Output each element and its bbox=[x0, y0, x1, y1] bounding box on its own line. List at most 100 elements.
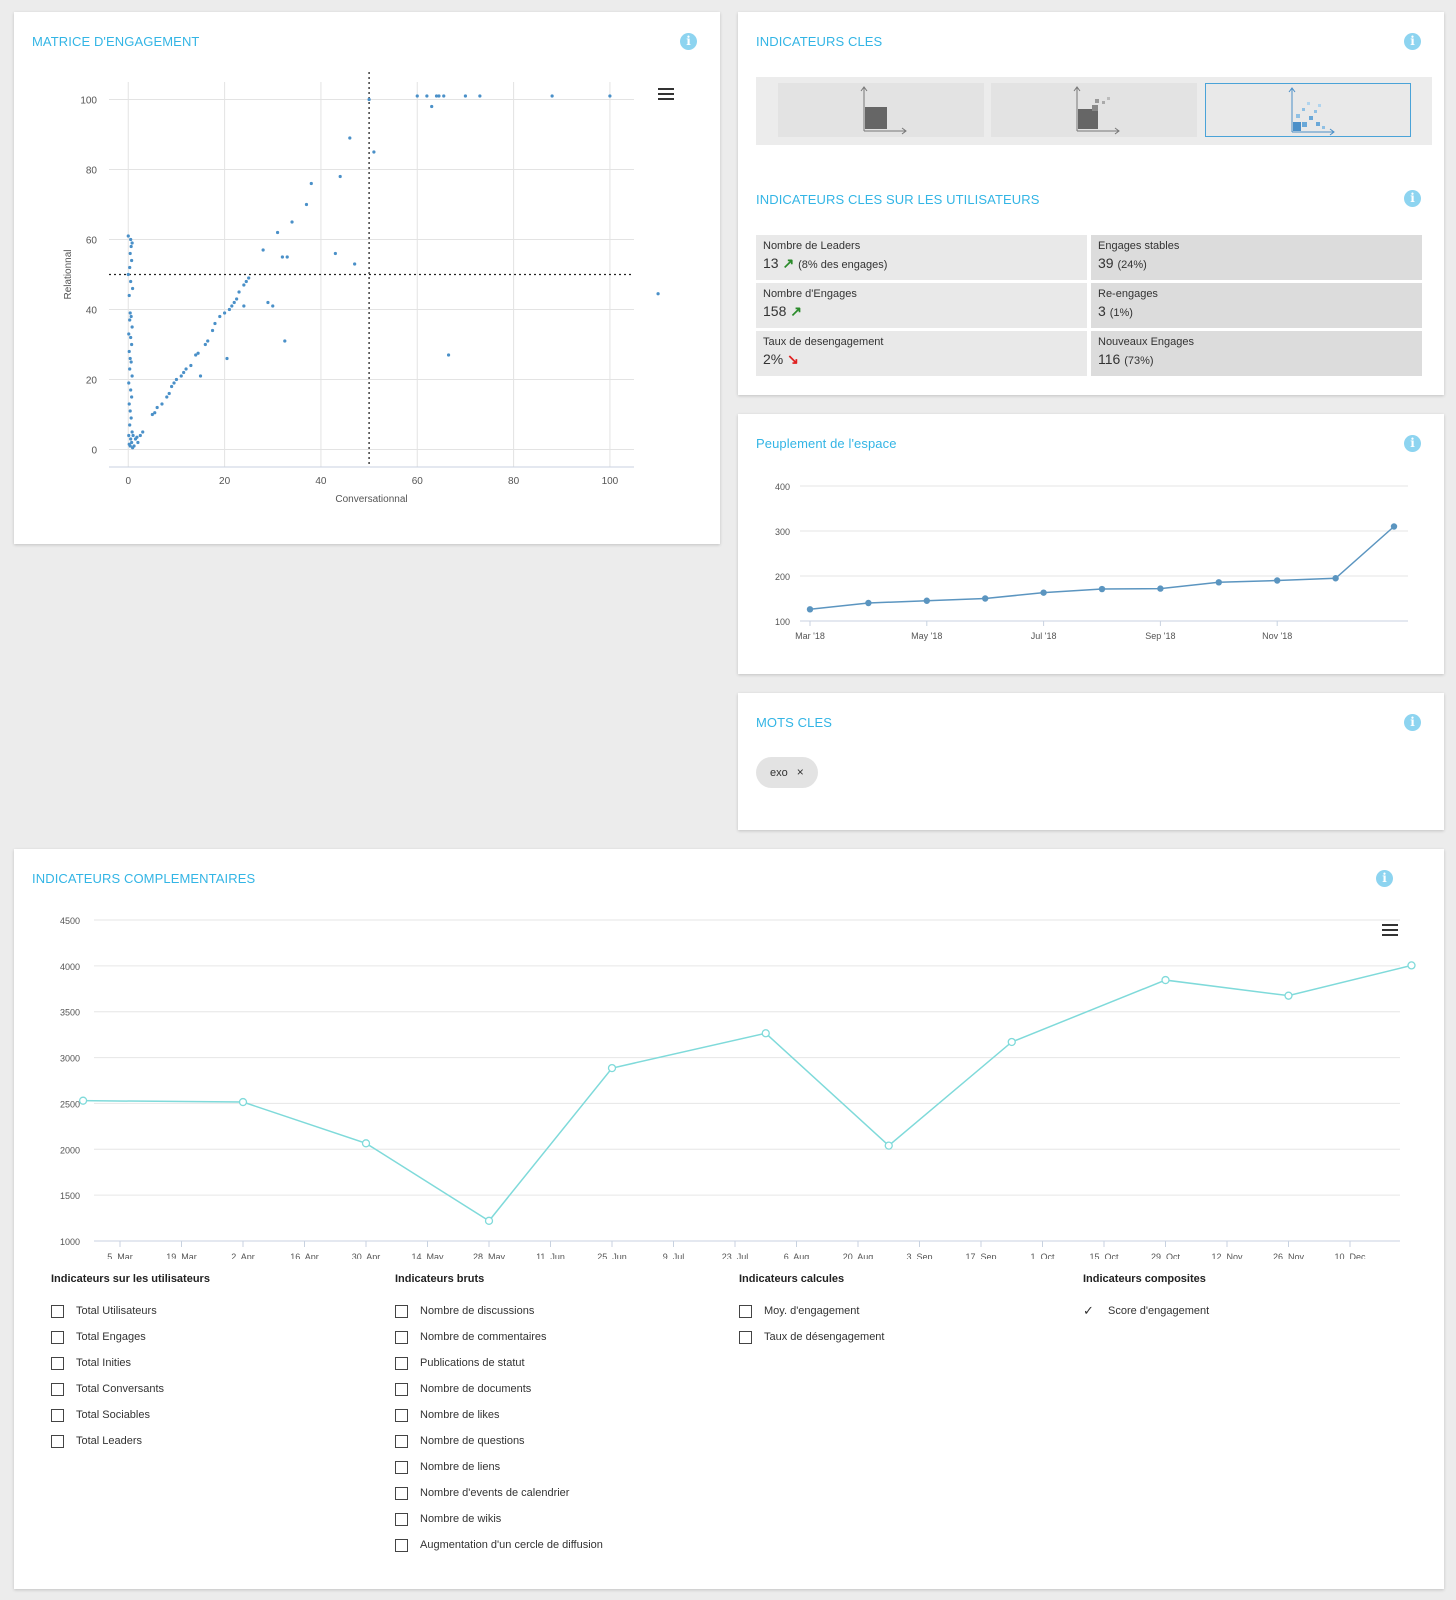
scatter-point bbox=[126, 234, 130, 238]
scatter-point bbox=[242, 283, 246, 287]
info-icon[interactable]: i bbox=[1404, 435, 1421, 452]
keyword-chip[interactable]: exo × bbox=[756, 757, 818, 788]
legend-item[interactable]: Total Conversants bbox=[51, 1376, 210, 1402]
scatter-point bbox=[153, 411, 157, 415]
scatter-point bbox=[206, 339, 210, 343]
scatter-point bbox=[129, 237, 133, 242]
kpi-label: Nombre de Leaders bbox=[763, 240, 861, 252]
info-icon[interactable]: i bbox=[1404, 33, 1421, 50]
legend-item[interactable]: Nombre de discussions bbox=[395, 1298, 603, 1324]
scatter-point bbox=[174, 377, 179, 382]
legend-item[interactable]: Publications de statut bbox=[395, 1350, 603, 1376]
chart-type-bar-button[interactable] bbox=[778, 83, 984, 137]
info-icon[interactable]: i bbox=[1404, 714, 1421, 731]
scatter-point bbox=[198, 374, 203, 378]
checkbox[interactable] bbox=[395, 1382, 408, 1396]
scatter-point bbox=[127, 402, 131, 406]
scatter-point bbox=[130, 258, 134, 263]
complementaires-card: INDICATEURS COMPLEMENTAIRES i 1000 1500 20… bbox=[14, 849, 1444, 1589]
checkbox[interactable] bbox=[51, 1330, 64, 1344]
checkbox[interactable] bbox=[51, 1408, 64, 1422]
legend-item[interactable]: Taux de désengagement bbox=[739, 1324, 884, 1350]
data-point bbox=[1332, 575, 1339, 582]
legend-item[interactable]: Nombre de documents bbox=[395, 1376, 603, 1402]
scatter-point bbox=[222, 311, 227, 315]
scatter-point bbox=[338, 174, 342, 179]
legend-item[interactable]: Nombre de questions bbox=[395, 1428, 603, 1454]
legend-item-label: Nombre de liens bbox=[420, 1461, 501, 1473]
checkbox[interactable] bbox=[51, 1434, 64, 1448]
scatter-point bbox=[232, 300, 236, 305]
checkbox[interactable] bbox=[395, 1408, 408, 1422]
checkbox[interactable] bbox=[51, 1382, 64, 1396]
legend-item[interactable]: Moy. d'engagement bbox=[739, 1298, 884, 1324]
scatter-point bbox=[463, 94, 468, 98]
legend-item[interactable]: Augmentation d'un cercle de diffusion bbox=[395, 1532, 603, 1558]
x-tick-label: Jul '18 bbox=[1031, 631, 1057, 641]
kpi-label: Nombre d'Engages bbox=[763, 288, 857, 300]
x-tick-label: 23. Jul bbox=[722, 1252, 749, 1259]
legend-item[interactable]: Total Sociables bbox=[51, 1402, 210, 1428]
scatter-point bbox=[128, 356, 132, 361]
matrice-card: MATRICE D'ENGAGEMENT i 0 20 40 60 80 100 0 20 40… bbox=[14, 12, 720, 544]
series-line bbox=[809, 525, 1395, 611]
scatter-point bbox=[127, 381, 131, 385]
x-tick-label: 11. Jun bbox=[536, 1252, 565, 1259]
checkbox[interactable] bbox=[395, 1486, 408, 1500]
checkbox[interactable] bbox=[51, 1304, 64, 1318]
checkbox[interactable] bbox=[395, 1434, 408, 1448]
scatter-point bbox=[132, 444, 136, 448]
legend-item[interactable]: ✓ Score d'engagement bbox=[1083, 1298, 1209, 1324]
checkbox[interactable] bbox=[395, 1460, 408, 1474]
checkbox[interactable] bbox=[739, 1330, 752, 1344]
checkbox[interactable] bbox=[395, 1512, 408, 1526]
scatter-point bbox=[128, 444, 132, 448]
chart-type-scatter-button[interactable] bbox=[1205, 83, 1411, 137]
scatter-point bbox=[129, 416, 133, 420]
checkbox[interactable] bbox=[395, 1330, 408, 1344]
legend-item[interactable]: Nombre de likes bbox=[395, 1402, 603, 1428]
indicateurs-sub-title: INDICATEURS CLES SUR LES UTILISATEURS bbox=[756, 192, 1040, 207]
legend-item[interactable]: Total Inities bbox=[51, 1350, 210, 1376]
legend-item[interactable]: Nombre de liens bbox=[395, 1454, 603, 1480]
scatter-point bbox=[131, 433, 135, 438]
checkmark-icon[interactable]: ✓ bbox=[1083, 1303, 1094, 1318]
kpi-value: 13 bbox=[763, 255, 779, 271]
checkbox[interactable] bbox=[395, 1538, 408, 1552]
close-icon[interactable]: × bbox=[796, 765, 804, 779]
y-tick-label: 200 bbox=[775, 572, 790, 582]
stacked-chart-icon bbox=[1073, 86, 1120, 135]
legend-item[interactable]: Nombre de wikis bbox=[395, 1506, 603, 1532]
y-tick-label: 2500 bbox=[60, 1099, 80, 1109]
y-tick-label: 4500 bbox=[60, 916, 80, 926]
info-icon[interactable]: i bbox=[1404, 190, 1421, 207]
checkbox[interactable] bbox=[395, 1304, 408, 1318]
scatter-point bbox=[434, 94, 439, 98]
info-icon[interactable]: i bbox=[1376, 870, 1393, 887]
chart-menu-icon[interactable] bbox=[658, 88, 674, 100]
data-point bbox=[1157, 585, 1164, 592]
legend-item[interactable]: Nombre d'events de calendrier bbox=[395, 1480, 603, 1506]
checkbox[interactable] bbox=[395, 1356, 408, 1370]
info-icon[interactable]: i bbox=[680, 33, 697, 50]
chart-menu-icon[interactable] bbox=[1382, 924, 1398, 936]
checkbox[interactable] bbox=[51, 1356, 64, 1370]
peuplement-card: Peuplement de l'espace i 100 200 300 400 Mar… bbox=[738, 414, 1444, 674]
scatter-point bbox=[242, 304, 246, 308]
scatter-point bbox=[194, 353, 198, 357]
engagement-scatter-chart: 0 20 40 60 80 100 0 20 40 60 80 100 Conversationnal R… bbox=[63, 72, 660, 505]
x-tick-label: 6. Aug bbox=[784, 1252, 810, 1259]
chart-type-stacked-button[interactable] bbox=[991, 83, 1197, 137]
legend-item[interactable]: Total Engages bbox=[51, 1324, 210, 1350]
scatter-point bbox=[218, 314, 222, 319]
data-point bbox=[1284, 991, 1293, 1000]
scatter-point bbox=[128, 367, 132, 371]
checkbox[interactable] bbox=[739, 1304, 752, 1318]
scatter-point bbox=[244, 279, 248, 284]
legend-item[interactable]: Total Utilisateurs bbox=[51, 1298, 210, 1324]
scatter-point bbox=[130, 430, 134, 434]
legend-item[interactable]: Nombre de commentaires bbox=[395, 1324, 603, 1350]
x-tick-label: 9. Jul bbox=[663, 1252, 685, 1259]
legend-item[interactable]: Total Leaders bbox=[51, 1428, 210, 1454]
kpi-value: 39 bbox=[1098, 255, 1114, 271]
